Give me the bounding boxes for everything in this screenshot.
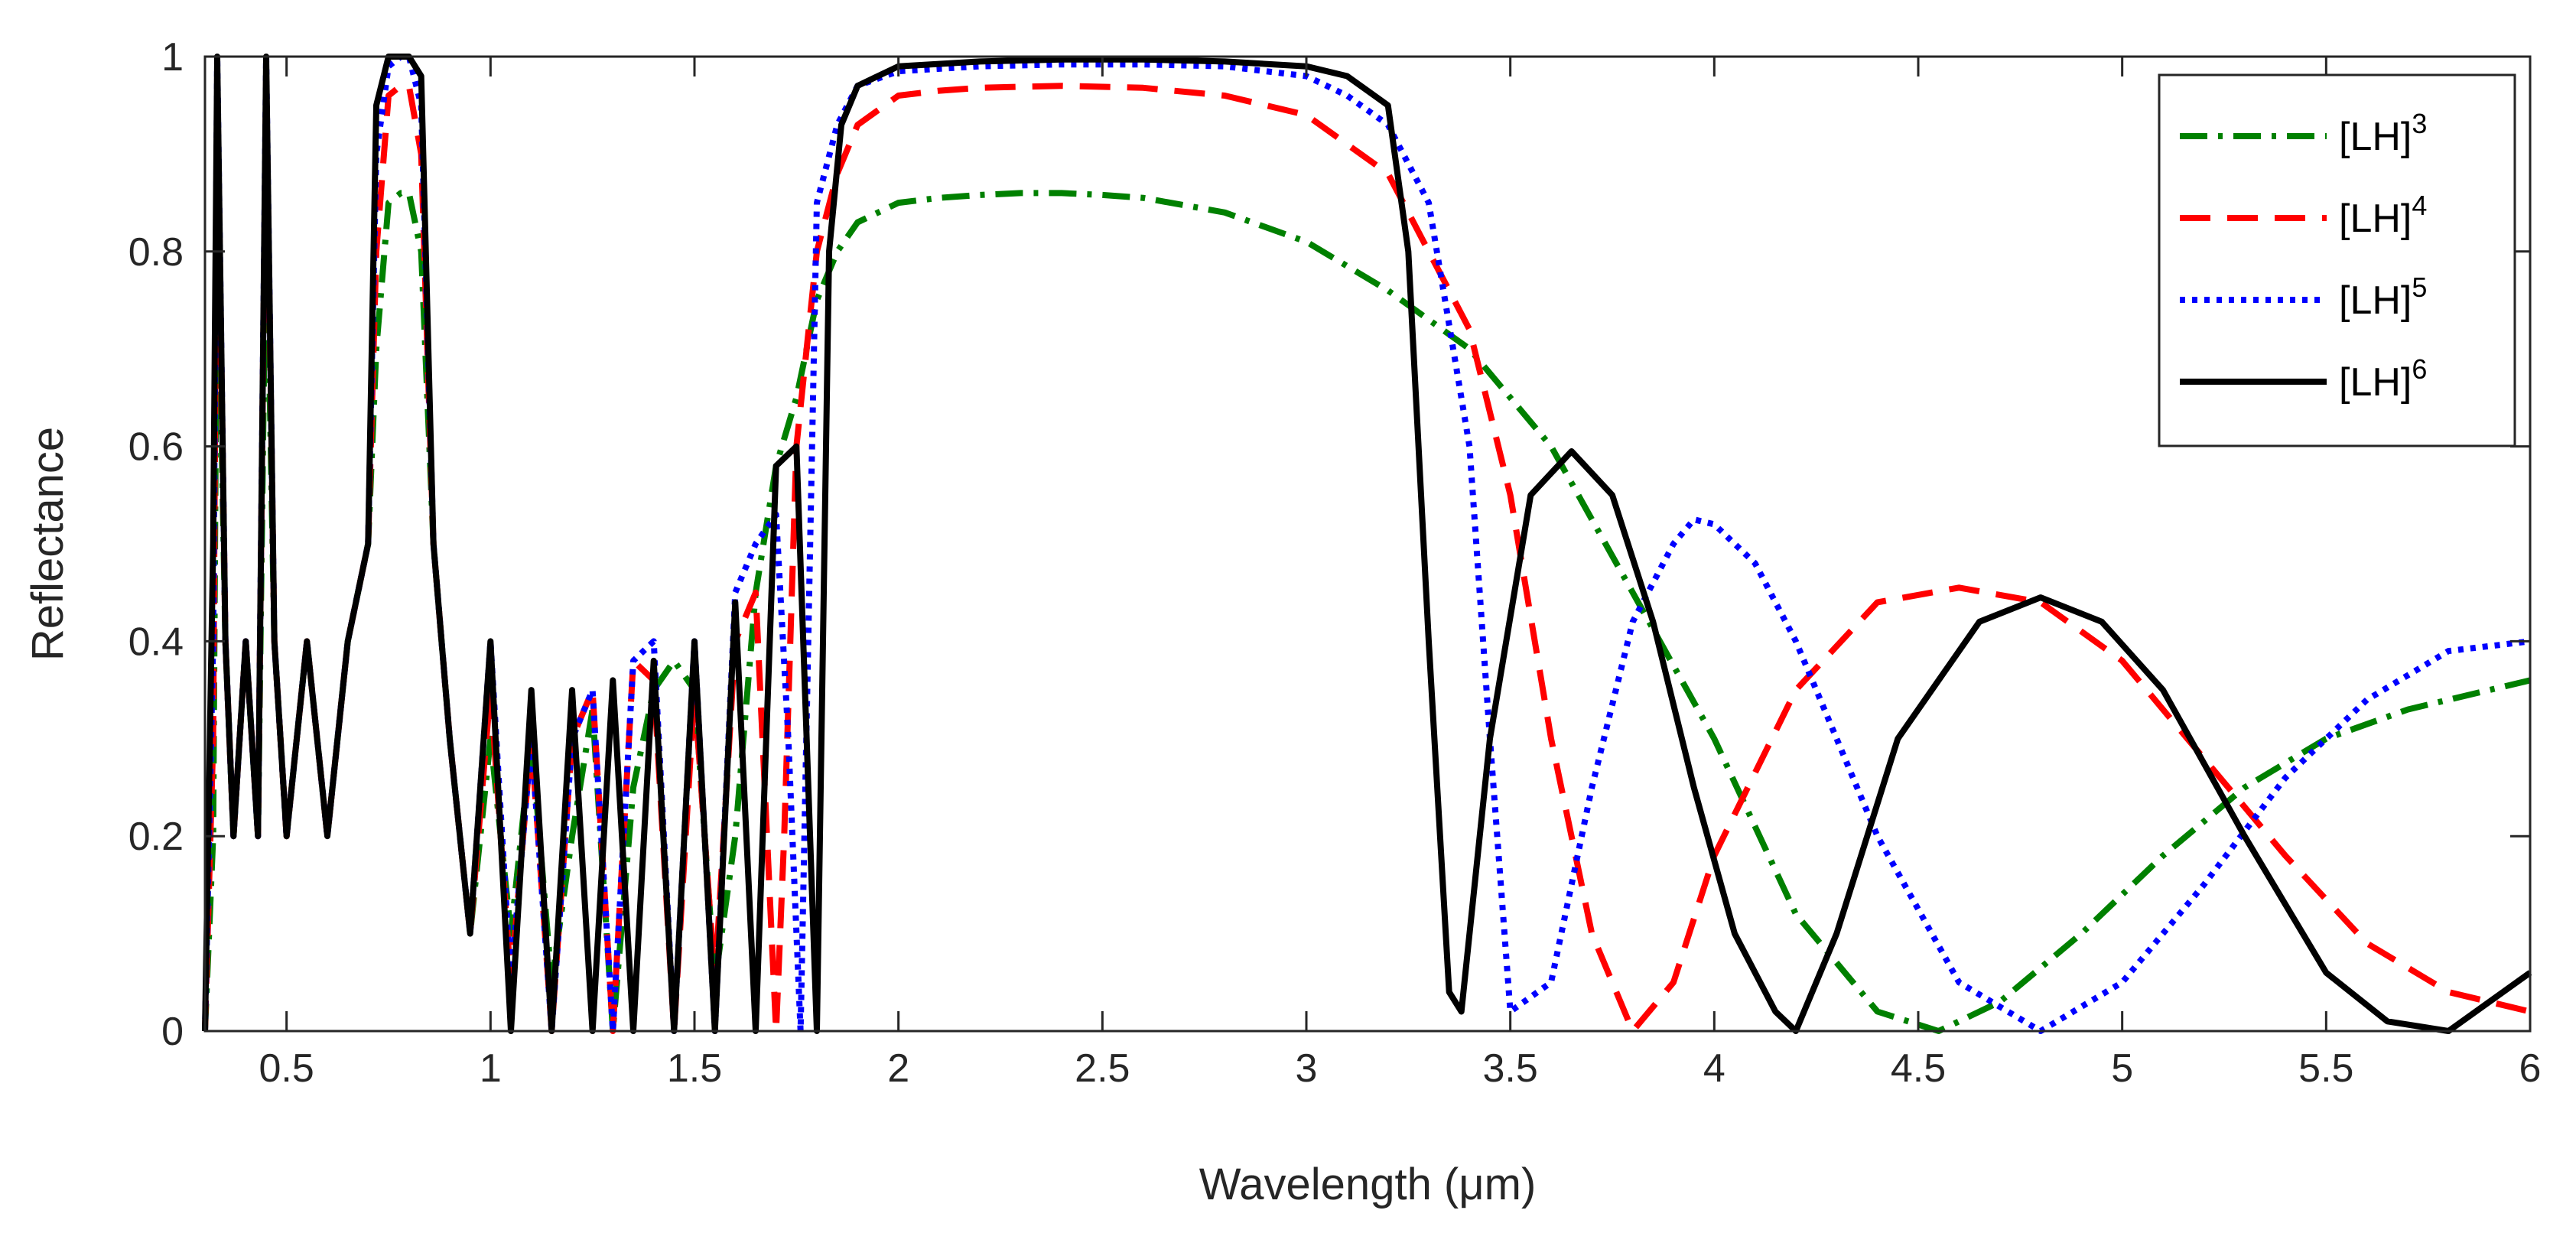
y-tick-label: 0.8 (128, 230, 184, 275)
y-tick-label: 0.6 (128, 425, 184, 470)
y-tick-label: 0.2 (128, 815, 184, 859)
series-line-lh6 (202, 54, 2532, 1034)
x-tick-label: 4.5 (1891, 1046, 1946, 1091)
legend-superscript: 6 (2412, 353, 2427, 385)
axes-box (203, 55, 2532, 1033)
x-tick-label: 4 (1703, 1046, 1725, 1091)
series-layer (202, 54, 2532, 1034)
x-tick-label: 0.5 (259, 1046, 314, 1091)
legend-superscript: 5 (2412, 272, 2427, 303)
x-tick-label: 5 (2111, 1046, 2133, 1091)
plot-area (205, 57, 2530, 1031)
x-tick-label: 2.5 (1075, 1046, 1130, 1091)
x-tick-label: 1.5 (667, 1046, 722, 1091)
y-tick-label: 1 (161, 35, 184, 80)
y-tick-label: 0.4 (128, 620, 184, 664)
x-tick-label: 3 (1296, 1046, 1318, 1091)
x-tick-label: 6 (2519, 1046, 2542, 1091)
legend: [LH]3[LH]4[LH]5[LH]6 (2158, 73, 2516, 447)
legend-box (2158, 73, 2516, 447)
tick-layer: 0.5 1 1.5 2 2.5 3 3.5 4 4.5 5 5.5 6 0 0.2 0.4 0.6 0.8 1 (128, 35, 2542, 1091)
y-axis-label: Reflectance (23, 427, 73, 661)
legend-superscript: 3 (2412, 108, 2427, 139)
x-tick-label: 2 (887, 1046, 909, 1091)
legend-superscript: 4 (2412, 190, 2427, 221)
x-axis-label: Wavelength (μm) (1199, 1160, 1537, 1209)
x-tick-label: 1 (480, 1046, 502, 1091)
y-tick-label: 0 (161, 1010, 184, 1054)
x-tick-label: 5.5 (2298, 1046, 2353, 1091)
x-tick-label: 3.5 (1483, 1046, 1538, 1091)
